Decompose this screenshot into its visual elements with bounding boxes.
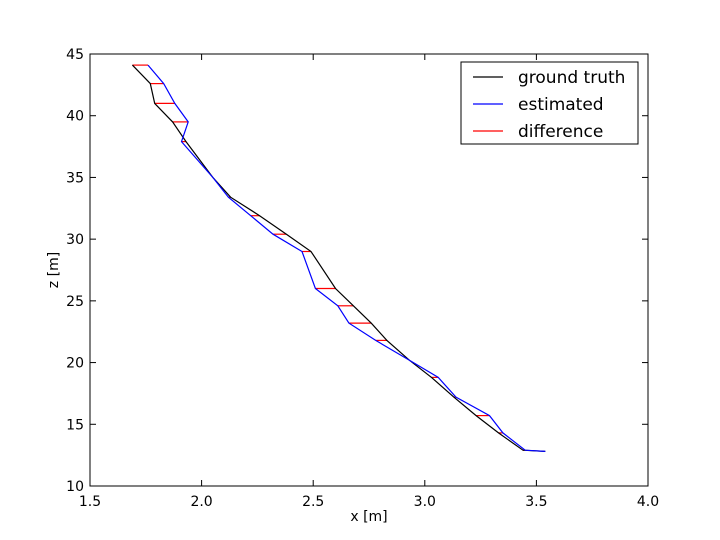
y-tick-label: 40: [66, 109, 84, 125]
x-tick-label: 2.0: [190, 494, 212, 510]
y-tick-label: 25: [66, 294, 84, 310]
estimated-series-line: [147, 64, 546, 452]
x-tick-label: 2.5: [302, 494, 324, 510]
y-tick-label: 20: [66, 356, 84, 372]
x-tick-label: 3.5: [525, 494, 547, 510]
y-tick-label: 15: [66, 417, 84, 433]
legend-box: [460, 61, 639, 145]
x-tick-label: 1.5: [79, 494, 101, 510]
x-axis-ticks: 1.5 2.0 2.5 3.0 3.5 4.0: [79, 54, 659, 510]
plot-frame: [89, 53, 649, 487]
x-tick-label: 4.0: [637, 494, 659, 510]
x-axis-label: x [m]: [350, 509, 387, 525]
legend-label-difference: difference: [518, 122, 603, 142]
x-tick-label: 3.0: [414, 494, 436, 510]
y-tick-label: 45: [66, 47, 84, 63]
ground-truth-series-line: [131, 64, 546, 452]
y-tick-label: 30: [66, 232, 84, 248]
y-tick-label: 10: [66, 479, 84, 495]
legend: ground truth estimated difference: [460, 61, 639, 145]
legend-label-estimated: estimated: [518, 95, 604, 115]
legend-label-ground-truth: ground truth: [518, 68, 625, 88]
y-tick-label: 35: [66, 170, 84, 186]
y-axis-label: z [m]: [46, 252, 62, 288]
